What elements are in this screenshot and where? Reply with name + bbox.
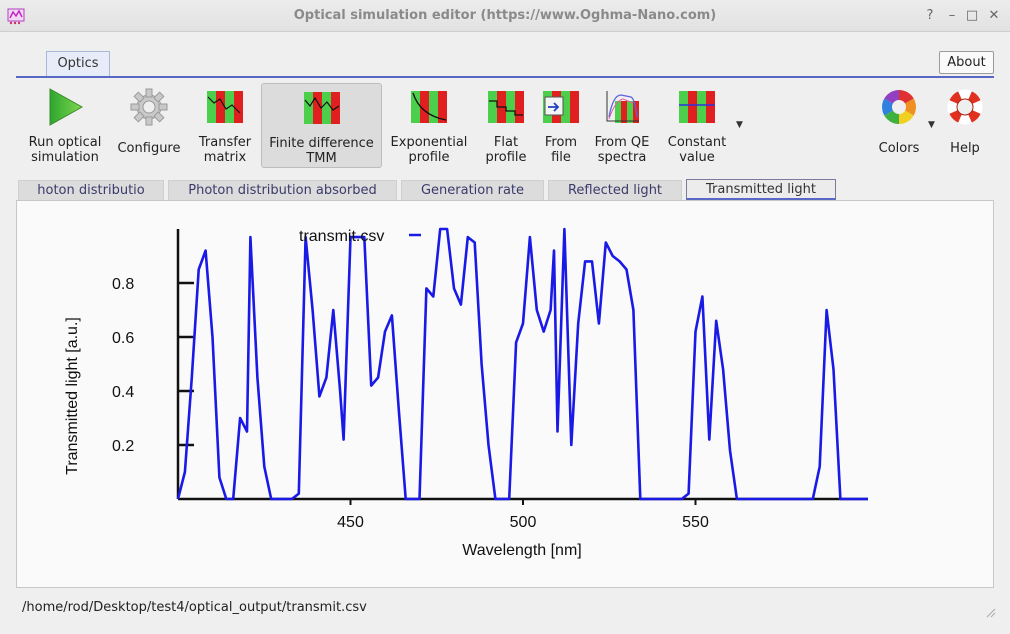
run-optical-simulation-button[interactable]: Run optical simulation <box>22 83 108 168</box>
configure-button[interactable]: Configure <box>114 83 184 168</box>
tool-label: Help <box>950 141 980 156</box>
ribbon-divider <box>16 76 994 78</box>
help-button[interactable]: Help <box>942 83 988 168</box>
close-button[interactable]: ✕ <box>988 8 1000 23</box>
x-tick-label: 500 <box>510 514 537 531</box>
flat-profile-icon <box>488 91 524 123</box>
series-line <box>176 227 868 501</box>
status-file-path: /home/rod/Desktop/test4/optical_output/t… <box>22 600 367 615</box>
color-wheel-icon <box>882 90 916 124</box>
chevron-down-icon[interactable]: ▼ <box>736 120 743 130</box>
legend-label: transmit.csv <box>299 228 384 245</box>
tab-optics[interactable]: Optics <box>46 51 110 77</box>
tab-generation-rate[interactable]: Generation rate <box>401 180 544 201</box>
play-icon <box>49 88 84 126</box>
flat-profile-button[interactable]: Flat profile <box>479 83 533 168</box>
transmission-chart: 0.2 0.4 0.6 0.8 450 500 550 Transmitted light … <box>64 227 868 559</box>
tool-label: From QE spectra <box>594 135 650 165</box>
resize-grip-icon[interactable] <box>984 606 996 618</box>
constant-value-button[interactable]: Constant value <box>664 83 730 168</box>
from-qe-spectra-button[interactable]: From QE spectra <box>590 83 654 168</box>
qe-spectra-icon <box>606 91 639 123</box>
from-file-icon <box>543 91 579 123</box>
chevron-down-icon[interactable]: ▼ <box>928 120 935 130</box>
tool-label: Configure <box>117 141 181 156</box>
tool-label: Flat profile <box>485 135 527 165</box>
transfer-matrix-icon <box>207 91 243 123</box>
tool-label: From file <box>544 135 578 165</box>
from-file-button[interactable]: From file <box>538 83 584 168</box>
x-tick-label: 550 <box>682 514 709 531</box>
y-tick-label: 0.2 <box>112 438 134 455</box>
y-tick-label: 0.4 <box>112 384 134 401</box>
tab-photon-distribution-absorbed[interactable]: Photon distribution absorbed <box>168 180 397 201</box>
tab-photon-distribution[interactable]: hoton distributio <box>18 180 164 201</box>
tab-reflected-light[interactable]: Reflected light <box>548 180 682 201</box>
app-logo-icon <box>7 8 25 25</box>
tool-label: Exponential profile <box>390 135 468 165</box>
tool-label: Finite difference TMM <box>269 136 374 166</box>
finite-difference-icon <box>303 92 340 124</box>
x-tick-label: 450 <box>337 514 364 531</box>
plot-area: 0.2 0.4 0.6 0.8 450 500 550 Transmitted light … <box>16 200 994 588</box>
gear-icon <box>130 88 168 126</box>
tool-label: Colors <box>878 141 920 156</box>
y-axis-label: Transmitted light [a.u.] <box>64 317 81 475</box>
y-tick-label: 0.8 <box>112 276 134 293</box>
tool-label: Constant value <box>667 135 727 165</box>
colors-button[interactable]: Colors <box>872 83 926 168</box>
help-title-button[interactable]: ? <box>926 8 934 23</box>
finite-difference-tmm-button[interactable]: Finite difference TMM <box>261 83 382 168</box>
tool-label: Run optical simulation <box>28 135 102 165</box>
legend: transmit.csv <box>299 228 421 245</box>
exponential-profile-icon <box>411 91 447 123</box>
minimize-button[interactable]: – <box>948 8 956 23</box>
title-bar: Optical simulation editor (https://www.O… <box>0 0 1010 32</box>
tool-label: Transfer matrix <box>198 135 252 165</box>
tab-transmitted-light[interactable]: Transmitted light <box>686 179 836 200</box>
about-button[interactable]: About <box>939 51 994 74</box>
x-axis-label: Wavelength [nm] <box>462 542 581 559</box>
constant-value-icon <box>679 91 715 123</box>
y-tick-label: 0.6 <box>112 330 134 347</box>
lifebuoy-icon <box>947 89 983 125</box>
window-title: Optical simulation editor (https://www.O… <box>293 8 717 23</box>
maximize-button[interactable]: □ <box>965 8 979 23</box>
exponential-profile-button[interactable]: Exponential profile <box>388 83 470 168</box>
transfer-matrix-button[interactable]: Transfer matrix <box>192 83 258 168</box>
